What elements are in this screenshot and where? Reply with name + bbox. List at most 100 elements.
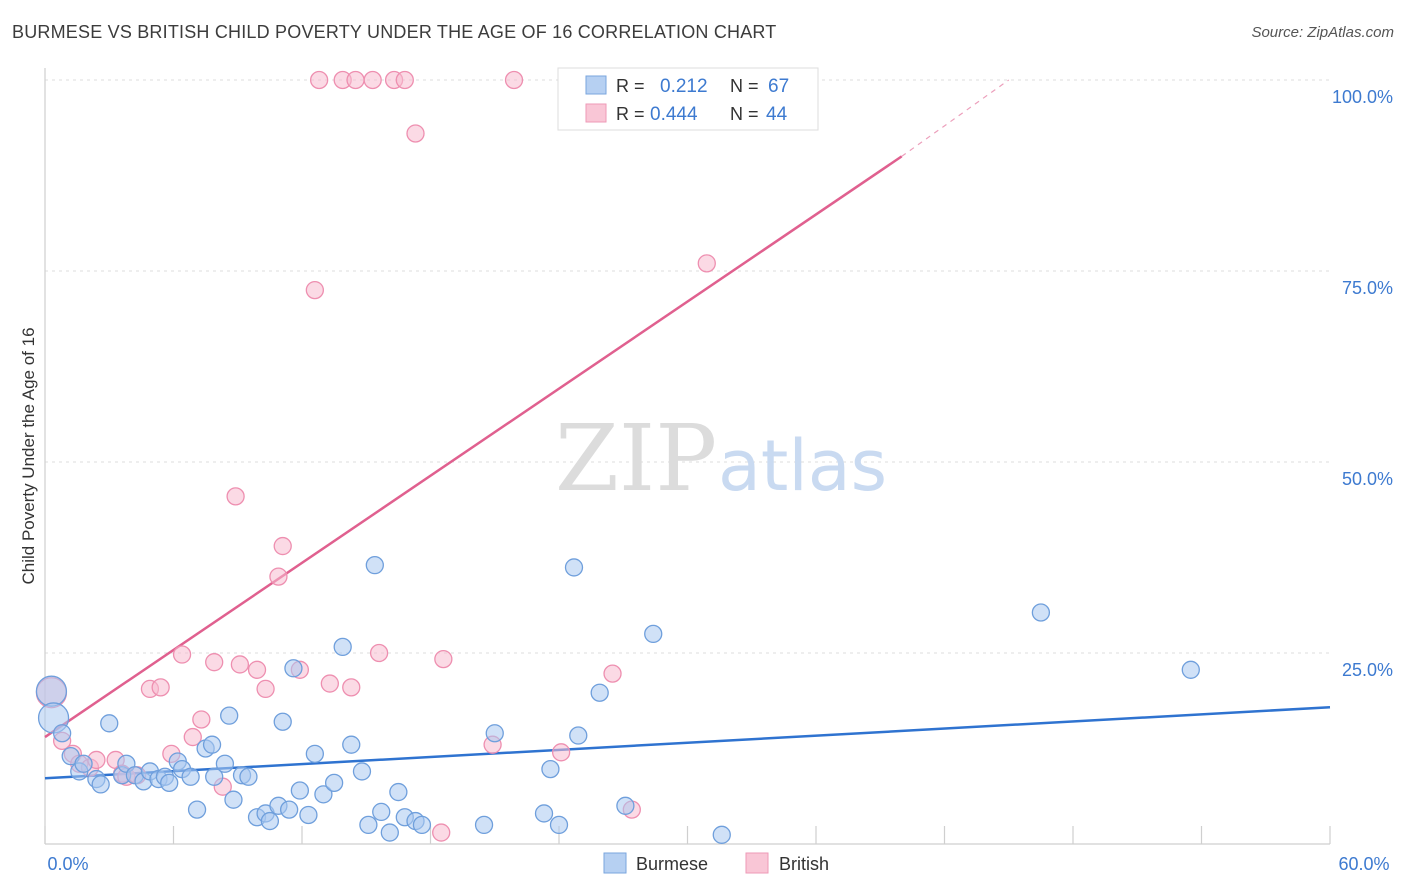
y-tick-label: 100.0%: [1332, 87, 1393, 107]
british-point: [205, 653, 224, 672]
burmese-point: [205, 767, 224, 786]
x-ticks: [44, 826, 1331, 844]
burmese-point: [224, 790, 243, 809]
burmese-point: [569, 726, 588, 745]
x-tick-label-min: 0.0%: [47, 854, 88, 874]
british-point: [247, 660, 267, 679]
burmese-point: [1031, 603, 1051, 622]
legend-swatch-british: [585, 103, 607, 123]
british-point: [406, 124, 425, 143]
burmese-point: [485, 724, 504, 743]
burmese-point: [299, 805, 318, 825]
burmese-point: [160, 773, 179, 793]
burmese-point: [389, 782, 408, 802]
burmese-point: [91, 775, 110, 794]
bottom-legend-label-british: British: [779, 854, 829, 874]
burmese-point: [712, 825, 731, 844]
burmese-point: [342, 735, 361, 754]
burmese-point: [365, 555, 384, 575]
burmese-point: [314, 785, 333, 804]
burmese-point: [474, 815, 494, 835]
burmese-point: [260, 811, 280, 831]
burmese-points: [35, 555, 1200, 844]
burmese-point: [352, 762, 372, 781]
watermark-zip: ZIP: [555, 405, 717, 512]
british-point: [151, 678, 170, 697]
series-legend: Burmese British: [603, 852, 829, 874]
legend-r-value-british: 0.444: [650, 104, 698, 125]
gridlines: [45, 79, 1330, 654]
legend-swatch-burmese: [585, 75, 607, 95]
burmese-point: [52, 724, 72, 743]
bottom-legend-swatch-british: [745, 852, 769, 874]
x-tick-label-max: 60.0%: [1338, 854, 1389, 874]
burmese-point: [215, 754, 235, 773]
british-point: [434, 649, 453, 669]
burmese-point: [187, 800, 207, 819]
burmese-point: [239, 767, 258, 786]
british-point: [697, 254, 716, 273]
burmese-point: [202, 735, 222, 754]
british-point: [172, 645, 192, 664]
burmese-point: [359, 815, 378, 835]
y-tick-labels: 25.0% 50.0% 75.0% 100.0%: [1332, 87, 1393, 680]
british-point: [432, 823, 451, 842]
legend-n-value-british: 44: [766, 104, 788, 125]
british-point: [183, 727, 202, 747]
burmese-point: [333, 637, 352, 657]
british-point: [269, 567, 288, 586]
burmese-point: [616, 796, 635, 815]
burmese-point: [549, 815, 569, 835]
burmese-point: [181, 767, 200, 786]
burmese-point: [100, 714, 119, 733]
british-point: [230, 655, 250, 674]
legend-r-label-burmese: R =: [616, 76, 645, 96]
burmese-point: [372, 802, 391, 822]
burmese-point: [273, 712, 292, 731]
british-point: [346, 70, 365, 90]
watermark: ZIP atlas: [555, 405, 887, 512]
bottom-legend-label-burmese: Burmese: [636, 854, 708, 874]
burmese-point: [284, 659, 303, 678]
british-point: [256, 679, 275, 699]
burmese-point: [279, 800, 299, 819]
burmese-point: [380, 823, 399, 842]
british-point: [369, 643, 389, 663]
burmese-point: [324, 773, 344, 793]
stats-legend: R = 0.212 N = 67 R = 0.444 N = 44: [557, 67, 819, 131]
burmese-point: [564, 558, 584, 577]
legend-r-label-british: R =: [616, 104, 645, 124]
british-point: [309, 70, 329, 90]
british-point: [320, 674, 339, 693]
chart-title: BURMESE VS BRITISH CHILD POVERTY UNDER T…: [12, 22, 777, 42]
burmese-point: [305, 744, 325, 763]
british-point: [504, 70, 524, 90]
burmese-point: [220, 706, 239, 725]
burmese-point: [644, 624, 663, 644]
burmese-point: [290, 781, 310, 800]
british-point: [551, 743, 571, 762]
british-trend-line: [44, 155, 903, 739]
burmese-point: [1181, 660, 1200, 679]
burmese-point: [35, 675, 68, 707]
y-tick-label: 25.0%: [1342, 660, 1393, 680]
y-tick-label: 75.0%: [1342, 278, 1393, 298]
burmese-point: [412, 815, 432, 835]
watermark-atlas: atlas: [718, 425, 887, 507]
legend-n-value-burmese: 67: [768, 76, 789, 97]
british-point: [363, 70, 382, 90]
british-point: [603, 664, 622, 683]
burmese-point: [590, 683, 609, 702]
legend-r-value-burmese: 0.212: [660, 76, 708, 97]
burmese-point: [74, 754, 93, 773]
bottom-legend-swatch-burmese: [603, 852, 627, 874]
british-point: [192, 710, 211, 729]
burmese-point: [541, 759, 560, 779]
source-label: Source: ZipAtlas.com: [1251, 24, 1394, 41]
british-points: [35, 70, 716, 842]
british-point: [273, 536, 292, 556]
british-point: [342, 678, 361, 697]
y-axis-label: Child Poverty Under the Age of 16: [19, 327, 38, 584]
burmese-trend-line: [44, 705, 1331, 780]
